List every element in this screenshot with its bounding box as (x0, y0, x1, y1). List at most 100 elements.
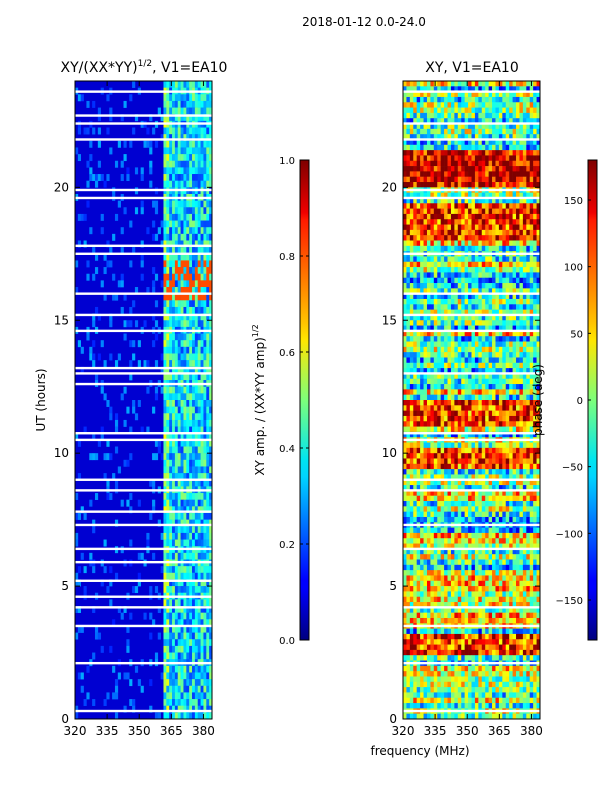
right-heatmap-cell (433, 394, 438, 401)
right-heatmap-cell (533, 144, 537, 151)
left-heatmap-cell (177, 426, 181, 434)
right-heatmap-cell (526, 272, 531, 279)
left-heatmap-cell (194, 167, 199, 175)
left-heatmap-cell (123, 386, 127, 394)
left-heatmap-cell (174, 100, 179, 108)
right-heatmap-cell (474, 277, 479, 284)
right-heatmap-cell (461, 118, 465, 124)
left-heatmap-cell (186, 705, 190, 713)
left-heatmap-cell (89, 140, 93, 148)
left-heatmap-cell (169, 81, 173, 88)
right-heatmap-cell (450, 81, 455, 87)
right-heatmap-cell (471, 378, 476, 385)
left-heatmap-cell (174, 140, 179, 148)
right-heatmap-cell (474, 389, 479, 395)
left-heatmap-cell (197, 506, 201, 514)
right-heatmap-cell (454, 267, 459, 273)
right-heatmap-cell (457, 442, 462, 449)
right-heatmap-cell (423, 235, 428, 241)
right-heatmap-cell (433, 293, 438, 300)
left-heatmap-cell (189, 333, 193, 341)
left-heatmap-cell (206, 293, 210, 301)
left-heatmap-cell (206, 566, 210, 574)
right-heatmap-cell (526, 314, 531, 321)
right-heatmap-cell (478, 213, 483, 220)
left-heatmap-cell (129, 260, 133, 268)
left-heatmap-cell (186, 679, 190, 687)
right-heatmap-cell (509, 102, 513, 108)
right-heatmap-cell (457, 118, 462, 124)
left-heatmap-cell (183, 280, 187, 288)
right-heatmap-cell (485, 208, 489, 215)
right-heatmap-cell (512, 118, 517, 124)
left-heatmap-cell (169, 512, 173, 520)
left-heatmap-cell (180, 586, 184, 594)
right-heatmap-cell (502, 431, 507, 438)
left-heatmap-cell (166, 652, 170, 660)
left-heatmap-cell (169, 200, 173, 208)
left-heatmap-cell (189, 100, 193, 108)
left-heatmap-cell (172, 393, 176, 401)
right-heatmap-cell (474, 272, 479, 279)
right-heatmap-cell (403, 357, 407, 364)
left-heatmap-cell (177, 333, 181, 341)
right-heatmap-cell (416, 288, 421, 294)
left-heatmap-cell (183, 586, 187, 594)
right-heatmap-cell (420, 123, 424, 130)
right-heatmap-cell (430, 139, 435, 146)
left-heatmap-cell (203, 652, 207, 660)
right-heatmap-cell (505, 144, 510, 151)
left-heatmap-cell (77, 512, 81, 520)
right-heatmap-cell (433, 288, 438, 294)
left-heatmap-cell (189, 512, 193, 520)
left-heatmap-cell (172, 340, 176, 348)
right-heatmap-cell (492, 272, 496, 279)
right-heatmap-cell (474, 224, 479, 231)
left-heatmap-cell (177, 220, 181, 228)
right-heatmap-cell (536, 298, 541, 305)
right-heatmap-cell (481, 91, 486, 98)
right-heatmap-cell (461, 458, 465, 465)
left-heatmap-cell (117, 466, 121, 474)
right-heatmap-cell (512, 102, 517, 108)
right-heatmap-cell (461, 128, 465, 135)
left-colorbar-gradient (299, 159, 310, 641)
left-heatmap-cell (94, 625, 99, 633)
right-heatmap-cell (423, 112, 428, 119)
left-heatmap-cell (209, 366, 213, 374)
left-heatmap-cell (166, 433, 170, 441)
left-heatmap-cell (206, 313, 210, 321)
right-heatmap-cell (454, 112, 459, 119)
right-heatmap-cell (468, 378, 472, 385)
right-heatmap-cell (433, 309, 438, 316)
right-heatmap-cell (450, 421, 455, 427)
left-heatmap-cell (152, 127, 156, 135)
left-heatmap-cell (177, 134, 181, 142)
left-heatmap-cell (169, 107, 173, 115)
right-heatmap-cell (426, 107, 431, 114)
left-heatmap-cell (146, 386, 150, 394)
left-heatmap-cell (174, 260, 179, 268)
right-heatmap-cell (529, 139, 534, 146)
left-heatmap-cell (200, 400, 204, 407)
left-heatmap-cell (200, 586, 204, 594)
right-heatmap-cell (464, 150, 469, 156)
left-heatmap-cell (97, 353, 101, 361)
right-heatmap-cell (457, 415, 462, 422)
right-heatmap-cell (495, 139, 500, 146)
right-heatmap-cell (488, 118, 493, 124)
left-heatmap-cell (94, 306, 99, 314)
left-heatmap-cell (163, 712, 167, 720)
left-heatmap-cell (157, 439, 161, 447)
right-heatmap-cell (454, 171, 459, 177)
left-heatmap-cell (197, 526, 201, 534)
left-heatmap-cell (200, 373, 204, 381)
right-heatmap-cell (519, 394, 524, 401)
right-heatmap-cell (461, 368, 465, 374)
right-heatmap-cell (485, 272, 489, 279)
right-heatmap-cell (529, 150, 534, 156)
right-heatmap-cell (406, 213, 411, 220)
right-heatmap-cell (437, 118, 441, 124)
right-heatmap-cell (444, 447, 448, 454)
left-heatmap-cell (174, 652, 179, 660)
